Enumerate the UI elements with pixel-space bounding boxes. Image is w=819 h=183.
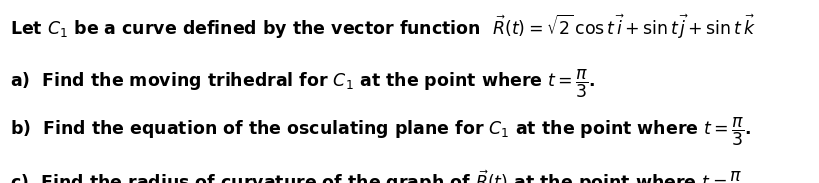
Text: a)  Find the moving trihedral for $C_1$ at the point where $t = \dfrac{\pi}{3}$.: a) Find the moving trihedral for $C_1$ a… (10, 68, 595, 100)
Text: c)  Find the radius of curvature of the graph of $\vec{R}(t)$ at the point where: c) Find the radius of curvature of the g… (10, 168, 749, 183)
Text: b)  Find the equation of the osculating plane for $C_1$ at the point where $t = : b) Find the equation of the osculating p… (10, 115, 752, 148)
Text: Let $C_1$ be a curve defined by the vector function  $\vec{R}(t) = \sqrt{2}\,\ma: Let $C_1$ be a curve defined by the vect… (10, 13, 756, 41)
